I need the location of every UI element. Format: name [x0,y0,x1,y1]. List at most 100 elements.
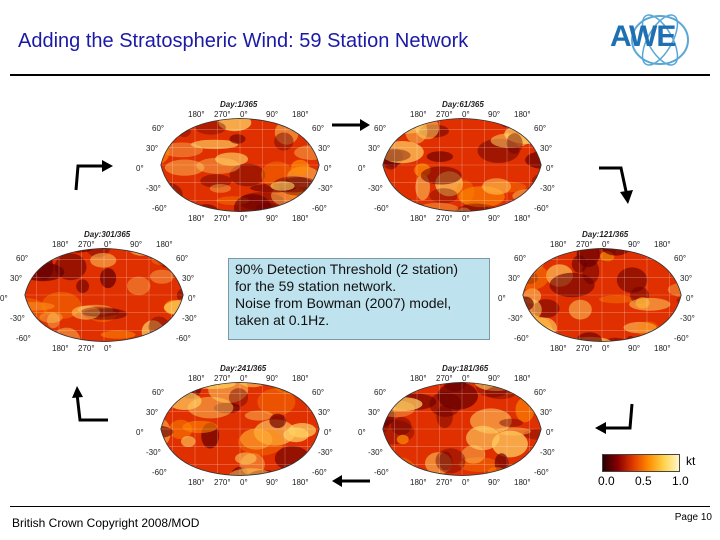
map-tick-label: 270° [576,344,593,353]
detection-threshold-map [24,247,184,343]
threshold-blob [209,184,231,193]
map-tick-label: -60° [534,204,549,213]
map-tick-label: 270° [214,110,231,119]
threshold-blob [533,132,542,141]
threshold-blob [24,248,37,251]
map-tick-label: 60° [374,388,387,397]
map-tick-label: 0° [104,240,112,249]
threshold-blob [208,382,249,403]
map-tick-label: 180° [514,478,531,487]
map-tick-label: 90° [130,240,143,249]
title-divider [10,74,710,76]
map-tick-label: 180° [292,374,309,383]
map-tick-label: 60° [534,124,547,133]
arrow-right-icon [332,119,370,131]
day-label: Day:181/365 [442,364,489,373]
map-tick-label: 90° [488,478,501,487]
threshold-blob [616,267,648,293]
detection-threshold-map [160,381,320,477]
threshold-blob [160,382,192,386]
arrow-turn-left-icon [595,403,634,434]
threshold-blob [228,468,273,476]
map-tick-label: -60° [374,468,389,477]
map-tick-label: 0° [240,478,248,487]
map-tick-label: 30° [508,274,521,283]
threshold-blob [39,311,63,323]
map-tick-label: 30° [318,408,331,417]
threshold-blob [163,299,184,316]
threshold-blob [100,330,136,339]
map-tick-label: 30° [182,274,195,283]
threshold-blob [439,451,453,471]
map-tick-label: 180° [550,344,567,353]
map-tick-label: 180° [188,110,205,119]
map-tick-label: 270° [78,344,95,353]
map-tick-label: 90° [628,344,641,353]
map-tick-label: 30° [680,274,693,283]
map-tick-label: 60° [176,254,189,263]
threshold-blob [41,291,81,319]
map-tick-label: 180° [410,110,427,119]
threshold-blob [85,248,112,258]
threshold-blob [274,446,310,471]
threshold-blob [454,203,501,212]
map-tick-label: 0° [188,294,196,303]
threshold-blob [213,402,241,414]
map-tick-label: 30° [540,144,553,153]
map-outline [522,247,682,343]
map-tick-label: 270° [214,214,231,223]
threshold-blob [270,181,295,191]
map-tick-label: -60° [374,204,389,213]
map-tick-label: 180° [52,240,69,249]
slide-title: Adding the Stratospheric Wind: 59 Statio… [18,30,469,52]
map-tick-label: 60° [16,254,29,263]
threshold-blob [436,404,453,429]
map-tick-label: 270° [436,374,453,383]
copyright-text: British Crown Copyright 2008/MOD [12,516,200,530]
threshold-blob [549,272,595,298]
threshold-blob [196,157,240,174]
threshold-blob [487,467,506,476]
map-tick-label: 180° [156,240,173,249]
map-tick-label: 90° [266,374,279,383]
map-tick-label: 270° [78,240,95,249]
threshold-blob [456,180,475,204]
threshold-blob [76,279,89,293]
threshold-blob [418,202,459,212]
map-tick-label: 0° [240,214,248,223]
day-label: Day:1/365 [220,100,258,109]
map-tick-label: -30° [146,448,161,457]
arrow-left-icon [332,475,370,487]
map-tick-label: 90° [628,240,641,249]
map-tick-label: 0° [0,294,8,303]
page-number: Page 10 [674,512,712,523]
map-tick-label: 0° [104,344,112,353]
threshold-blob [148,316,170,338]
colorbar: kt 0.0 0.5 1.0 [598,454,695,488]
threshold-blob [294,145,320,160]
global-map [372,112,552,218]
detection-threshold-map [382,381,542,477]
map-outline [382,381,542,477]
threshold-blob [396,434,409,445]
threshold-blob [576,332,603,342]
detection-threshold-map [382,117,542,213]
threshold-blob [131,337,163,342]
threshold-blob [629,297,671,311]
map-tick-label: 270° [436,214,453,223]
map-tick-label: 60° [152,124,165,133]
threshold-blob [537,326,556,342]
threshold-blob [190,139,239,150]
map-tick-label: 90° [488,214,501,223]
threshold-blob [269,413,286,429]
threshold-blob [228,388,249,407]
map-tick-label: 180° [410,214,427,223]
threshold-blob [525,150,542,170]
global-map [14,242,194,348]
threshold-blob [218,118,252,132]
threshold-blob [382,397,423,412]
threshold-blob [482,178,512,195]
arrow-turn-down-icon [599,166,633,204]
threshold-blob [90,253,117,268]
map-tick-label: -60° [534,468,549,477]
